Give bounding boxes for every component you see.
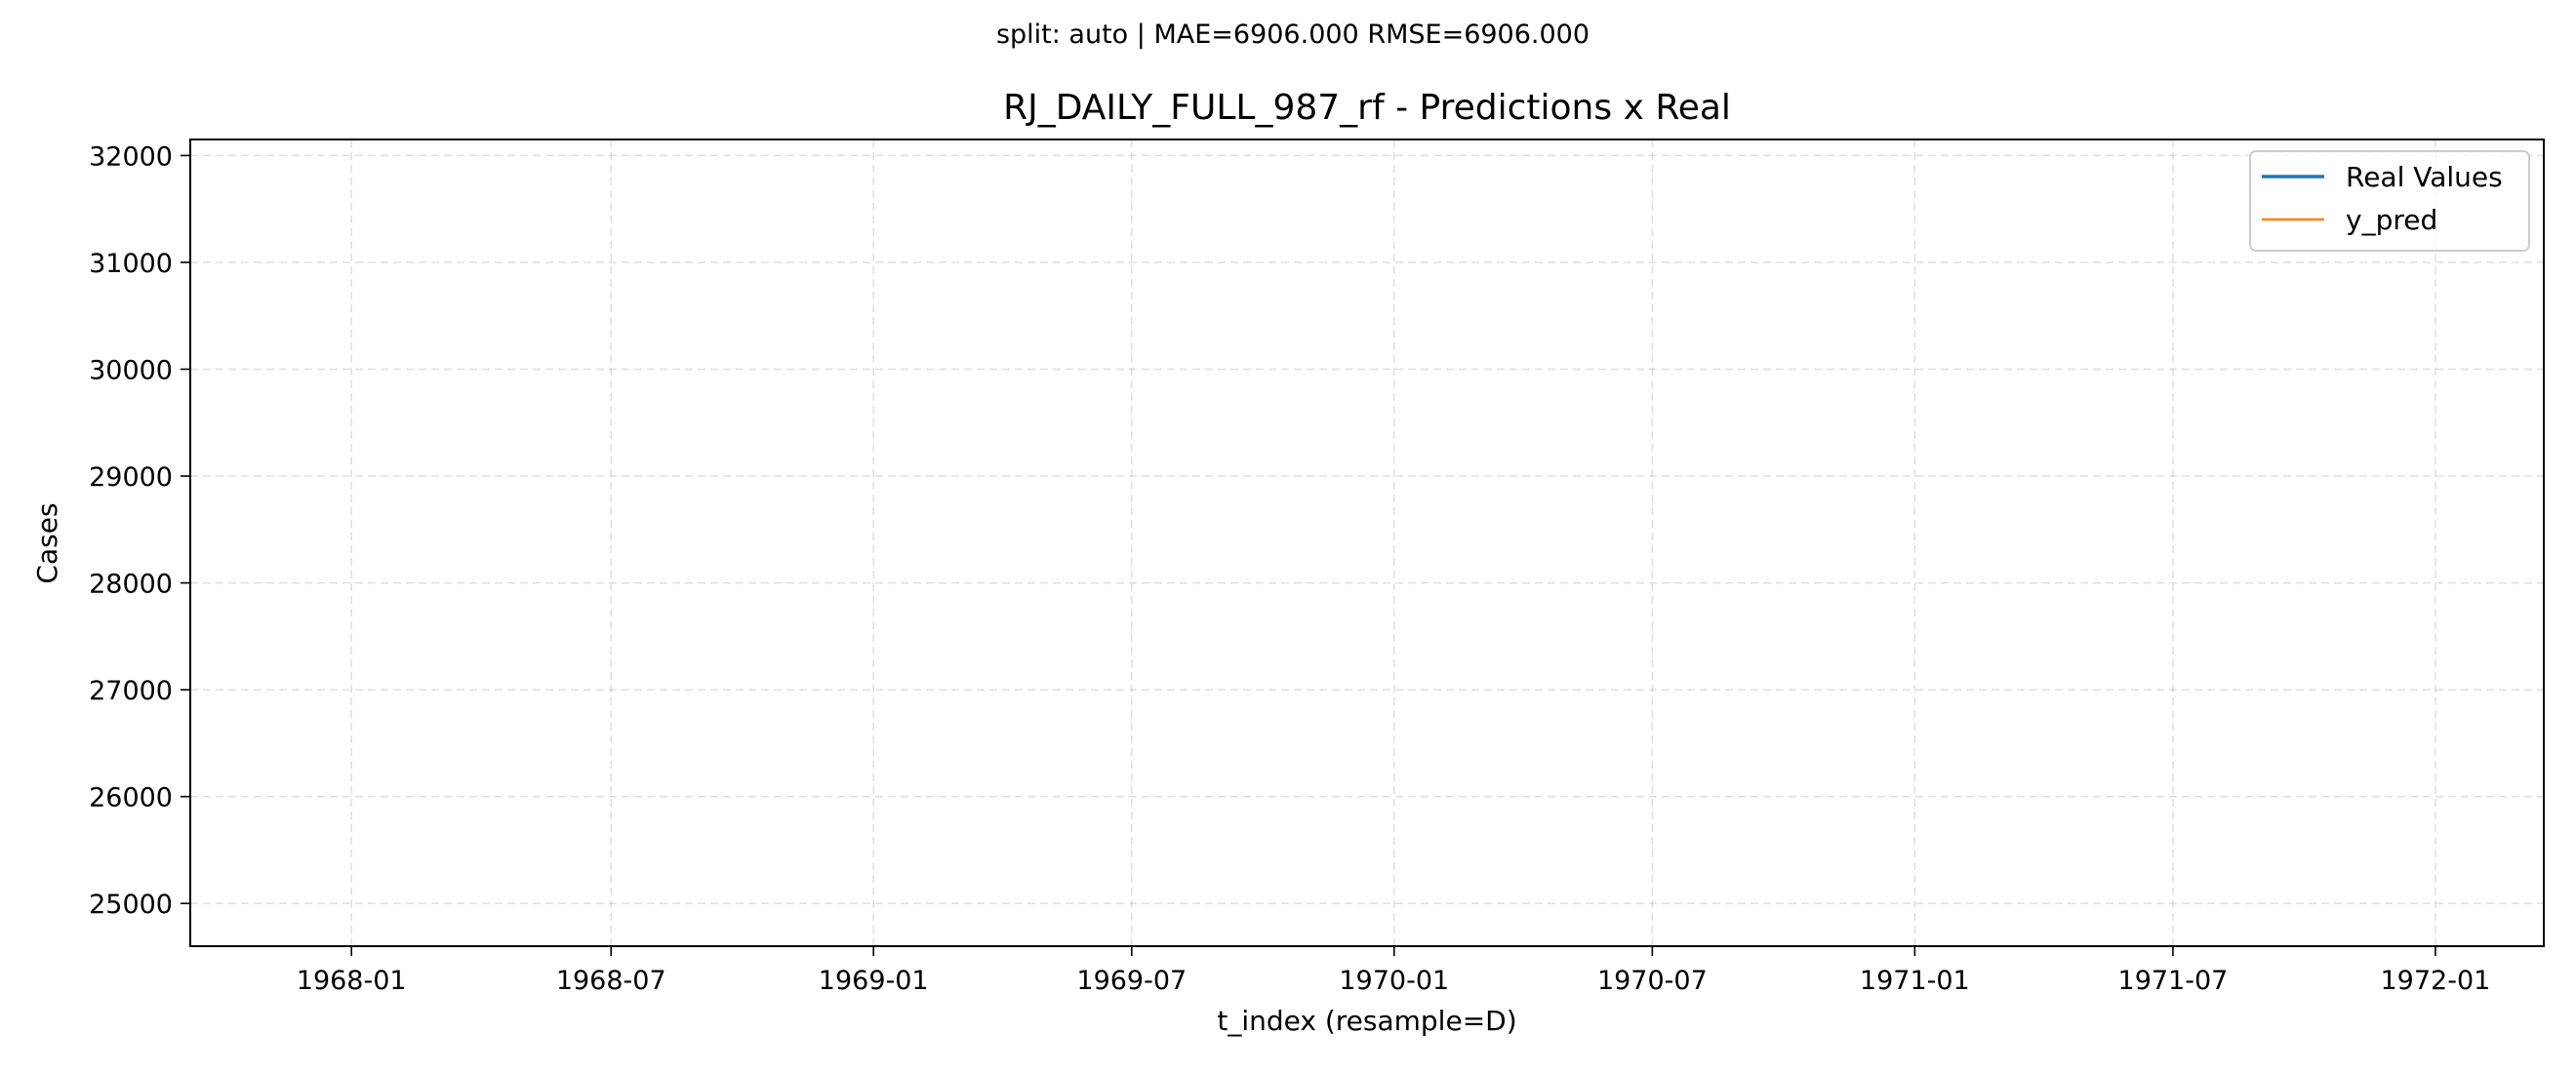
x-tick-label: 1970-07 [1597, 966, 1708, 996]
x-tick-label: 1969-07 [1076, 966, 1187, 996]
figure-suptitle: split: auto | MAE=6906.000 RMSE=6906.000 [996, 20, 1590, 50]
x-tick-label: 1968-07 [556, 966, 666, 996]
plot-area-frame [189, 139, 2545, 947]
legend-label-0: Real Values [2346, 161, 2503, 193]
y-tick-label: 31000 [89, 249, 173, 279]
x-axis-ticks: 1968-01 1968-07 1969-01 1969-07 1970-01 1970-… [297, 946, 2490, 996]
x-tick-label: 1969-01 [819, 966, 929, 996]
grid-lines [190, 139, 2544, 946]
y-axis-label: Cases [31, 502, 63, 583]
x-tick-label: 1968-01 [297, 966, 407, 996]
x-axis-label: t_index (resample=D) [1217, 1005, 1516, 1037]
x-tick-label: 1971-01 [1860, 966, 1970, 996]
y-tick-label: 32000 [89, 141, 173, 172]
y-tick-label: 26000 [89, 783, 173, 814]
y-tick-label: 30000 [89, 356, 173, 386]
x-tick-label: 1971-07 [2118, 966, 2229, 996]
x-tick-label: 1972-01 [2380, 966, 2490, 996]
x-tick-label: 1970-01 [1339, 966, 1449, 996]
y-tick-label: 27000 [89, 676, 173, 706]
chart-title: RJ_DAILY_FULL_987_rf - Predictions x Rea… [1003, 88, 1731, 128]
y-tick-label: 25000 [89, 890, 173, 920]
legend-label-1: y_pred [2346, 204, 2437, 236]
chart-legend: Real Values y_pred [2249, 150, 2530, 252]
y-tick-label: 28000 [89, 570, 173, 600]
y-axis-ticks: 25000 26000 27000 28000 29000 30000 31000 32000 [89, 141, 190, 920]
y-tick-label: 29000 [89, 462, 173, 493]
